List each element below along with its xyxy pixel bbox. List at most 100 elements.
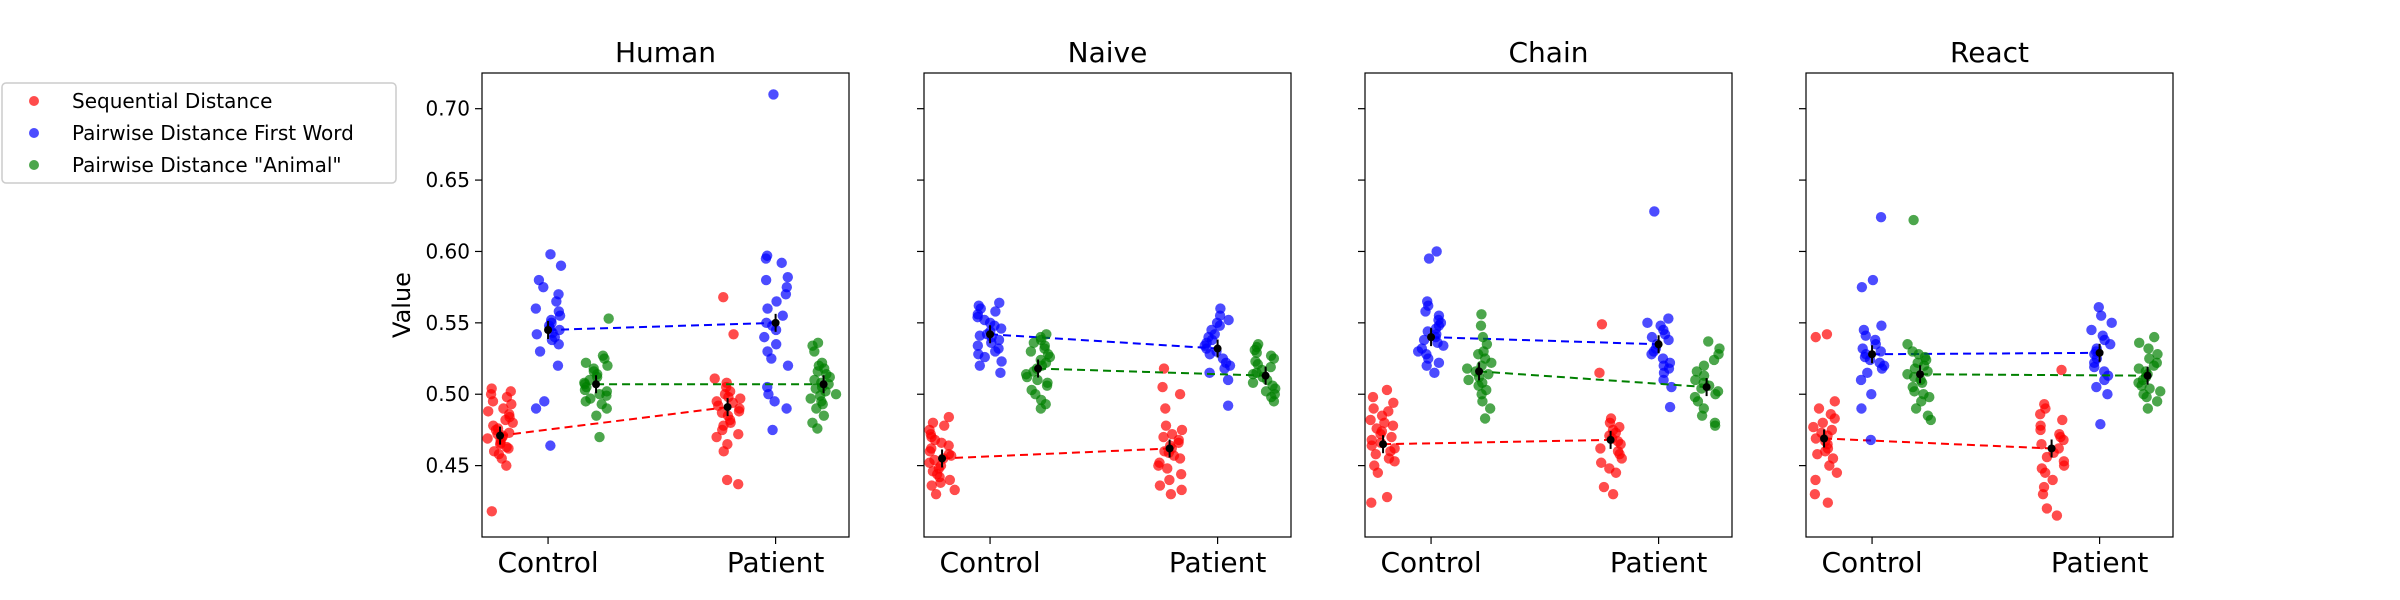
data-point [1383, 406, 1394, 417]
data-point [1381, 491, 1393, 503]
data-point [1821, 329, 1833, 340]
data-point [1422, 296, 1433, 307]
data-point [1698, 360, 1710, 371]
data-point [2038, 481, 2050, 493]
data-point [1475, 320, 1487, 331]
data-point [1388, 397, 1399, 408]
mean-marker [1475, 367, 1484, 376]
x-tick-label: Control [497, 546, 598, 579]
data-point [2133, 363, 2145, 374]
legend-box [1, 82, 397, 184]
data-point [1825, 409, 1837, 420]
data-point [2143, 343, 2154, 354]
data-point [818, 410, 830, 421]
data-point [1703, 336, 1714, 347]
data-point [733, 478, 744, 490]
data-point [1026, 384, 1037, 396]
data-point [486, 506, 498, 517]
data-point [1812, 448, 1823, 460]
data-point [995, 367, 1006, 379]
mean-marker [938, 454, 947, 463]
data-point [1416, 343, 1428, 354]
data-point [1423, 253, 1435, 264]
data-point [1813, 403, 1825, 414]
data-point [2149, 331, 2160, 343]
data-point [830, 389, 842, 400]
data-point [1215, 303, 1226, 314]
data-point [761, 317, 772, 329]
data-point [1596, 319, 1608, 330]
mean-line [1824, 437, 2052, 450]
data-point [973, 349, 984, 360]
data-point [2035, 420, 2046, 431]
data-point [721, 474, 733, 486]
mean-marker [1702, 383, 1711, 392]
panel-title: Chain [1509, 36, 1589, 69]
data-point [1429, 367, 1440, 379]
data-point [1867, 274, 1879, 286]
data-point [1664, 401, 1676, 413]
data-point [1907, 381, 1918, 393]
data-point [949, 484, 960, 496]
mean-marker [1261, 371, 1270, 380]
data-point [1902, 369, 1913, 380]
mean-marker [1820, 434, 1829, 443]
data-point [1252, 339, 1264, 350]
data-point [929, 454, 940, 466]
mean-marker [1379, 440, 1388, 449]
data-point [943, 448, 955, 460]
data-point [553, 289, 564, 300]
data-point [486, 383, 497, 394]
data-point [596, 399, 607, 410]
data-point [1158, 431, 1169, 443]
data-point [1808, 421, 1819, 433]
y-tick-label: 0.50 [425, 382, 470, 406]
y-tick-label: 0.65 [425, 168, 470, 192]
mean-marker [1916, 370, 1925, 379]
plot-frame [923, 72, 1292, 538]
data-point [498, 403, 509, 414]
data-point [1366, 434, 1377, 446]
data-point [809, 374, 820, 386]
data-point [1856, 281, 1868, 293]
data-point [1655, 320, 1666, 331]
data-point [2099, 366, 2110, 377]
data-point [993, 343, 1004, 354]
data-point [735, 393, 746, 404]
data-point [1265, 361, 1276, 373]
mean-marker [2047, 444, 2056, 453]
y-axis-label: Value [388, 272, 416, 338]
data-point [781, 281, 792, 293]
data-point [1827, 453, 1839, 464]
data-point [711, 396, 722, 407]
data-point [1041, 329, 1052, 340]
data-point [781, 403, 792, 414]
data-point [545, 440, 556, 451]
data-point [2151, 396, 2163, 407]
data-point [597, 350, 609, 361]
data-point [1826, 424, 1838, 436]
mean-line [1920, 373, 2148, 377]
data-point [1876, 320, 1887, 331]
x-tick-label: Patient [727, 546, 825, 579]
plot-frame [1805, 72, 2174, 538]
data-point [1649, 206, 1660, 217]
data-point [1595, 457, 1607, 468]
data-point [805, 393, 816, 404]
x-tick-label: Control [1821, 546, 1922, 579]
mean-marker [986, 330, 995, 339]
legend-marker-pairwise-animal [29, 160, 39, 170]
data-point [1874, 357, 1885, 369]
plot-frame [481, 72, 850, 538]
data-point [1866, 389, 1877, 400]
data-point [1165, 488, 1177, 500]
data-point [503, 427, 515, 438]
data-point [718, 291, 729, 303]
panel-naive: Naive Control Patient [917, 36, 1292, 579]
data-point [1265, 350, 1277, 361]
data-point [1162, 463, 1173, 474]
data-point [1217, 353, 1229, 364]
data-point [943, 411, 955, 423]
data-point [554, 324, 565, 336]
plot-frame [1364, 72, 1733, 538]
